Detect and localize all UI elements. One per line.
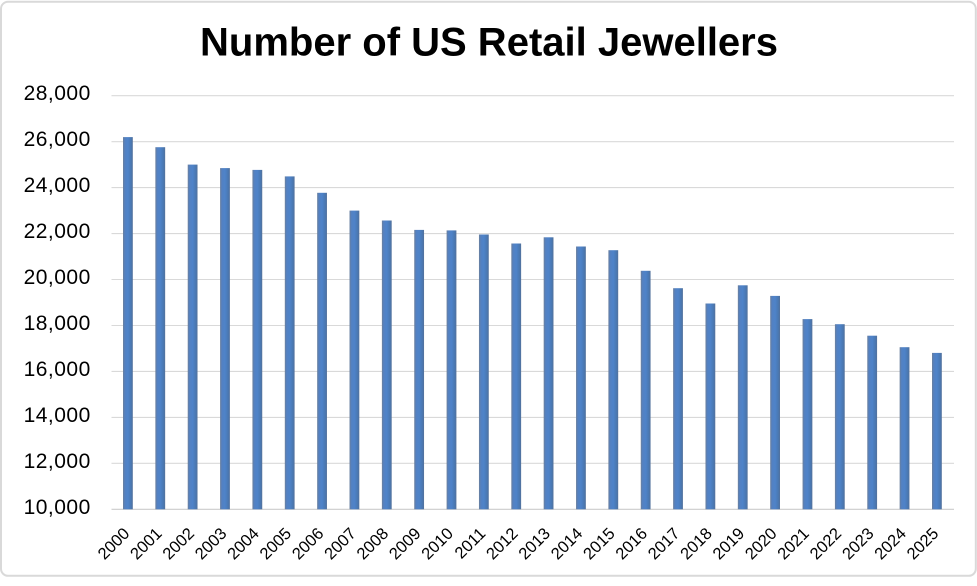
svg-text:20,000: 20,000	[24, 266, 91, 289]
svg-text:Number of US Retail Jewellers: Number of US Retail Jewellers	[200, 21, 778, 65]
svg-text:18,000: 18,000	[24, 312, 91, 335]
svg-text:22,000: 22,000	[24, 220, 91, 243]
svg-text:16,000: 16,000	[24, 358, 91, 381]
svg-text:26,000: 26,000	[24, 128, 91, 151]
svg-text:28,000: 28,000	[24, 82, 91, 105]
svg-text:14,000: 14,000	[24, 404, 91, 427]
svg-text:10,000: 10,000	[24, 496, 91, 519]
svg-text:12,000: 12,000	[24, 450, 91, 473]
svg-text:24,000: 24,000	[24, 174, 91, 197]
